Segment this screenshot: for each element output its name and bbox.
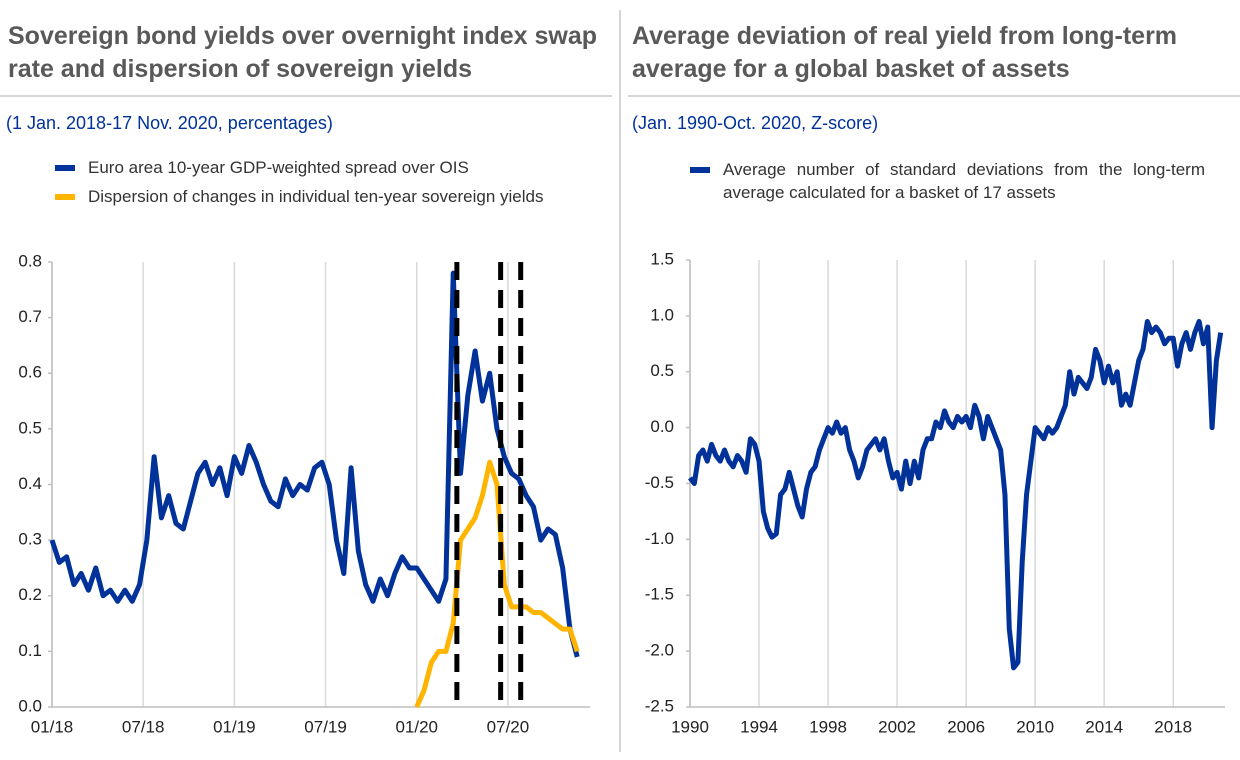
legend-swatch — [55, 194, 75, 200]
legend-item: Dispersion of changes in individual ten-… — [55, 185, 575, 208]
x-tick-label: 2010 — [1016, 717, 1054, 736]
x-tick-label: 07/18 — [122, 717, 165, 736]
y-tick-label: 0.6 — [18, 363, 42, 382]
x-tick-label: 2006 — [947, 717, 985, 736]
y-tick-label: 0.2 — [18, 585, 42, 604]
x-tick-label: 1990 — [671, 717, 709, 736]
chart-subtitle: (Jan. 1990-Oct. 2020, Z-score) — [632, 113, 879, 133]
y-tick-label: 0.1 — [18, 641, 42, 660]
x-tick-label: 1994 — [740, 717, 778, 736]
x-tick-label: 01/19 — [213, 717, 256, 736]
y-tick-label: -1.5 — [645, 585, 674, 604]
legend-label: Euro area 10-year GDP-weighted spread ov… — [88, 158, 469, 177]
y-tick-label: 1.0 — [650, 305, 674, 324]
y-tick-label: 0.5 — [650, 361, 674, 380]
legend-item: Euro area 10-year GDP-weighted spread ov… — [55, 156, 575, 179]
x-tick-label: 2018 — [1154, 717, 1192, 736]
x-tick-label: 07/20 — [487, 717, 530, 736]
x-tick-label: 1998 — [809, 717, 847, 736]
legend-label: Dispersion of changes in individual ten-… — [88, 187, 544, 206]
y-tick-label: -2.0 — [645, 641, 674, 660]
y-tick-label: -2.5 — [645, 696, 674, 715]
series-line — [49, 270, 580, 658]
series-line — [414, 459, 580, 709]
y-tick-label: 0.4 — [18, 474, 42, 493]
series-line — [688, 318, 1224, 671]
y-tick-label: -1.0 — [645, 529, 674, 548]
x-tick-label: 01/18 — [31, 717, 74, 736]
x-tick-label: 01/20 — [395, 717, 438, 736]
x-tick-label: 2002 — [878, 717, 916, 736]
legend-swatch — [690, 167, 710, 173]
y-tick-label: 0.5 — [18, 418, 42, 437]
legend-swatch — [55, 165, 75, 171]
y-tick-label: -0.5 — [645, 473, 674, 492]
chart-title: Sovereign bond yields over overnight ind… — [8, 22, 598, 83]
legend-item: Average number of standard deviations fr… — [690, 158, 1205, 204]
x-tick-label: 2014 — [1085, 717, 1123, 736]
y-tick-label: 1.5 — [650, 249, 674, 268]
y-tick-label: 0.7 — [18, 307, 42, 326]
y-tick-label: 0.3 — [18, 530, 42, 549]
x-tick-label: 07/19 — [304, 717, 347, 736]
chart-title: Average deviation of real yield from lon… — [632, 22, 1178, 83]
y-tick-label: 0.0 — [650, 417, 674, 436]
y-tick-label: 0.8 — [18, 251, 42, 270]
y-tick-label: 0.0 — [18, 696, 42, 715]
chart-subtitle: (1 Jan. 2018-17 Nov. 2020, percentages) — [6, 113, 333, 133]
legend-label: Average number of standard deviations fr… — [723, 160, 1205, 202]
